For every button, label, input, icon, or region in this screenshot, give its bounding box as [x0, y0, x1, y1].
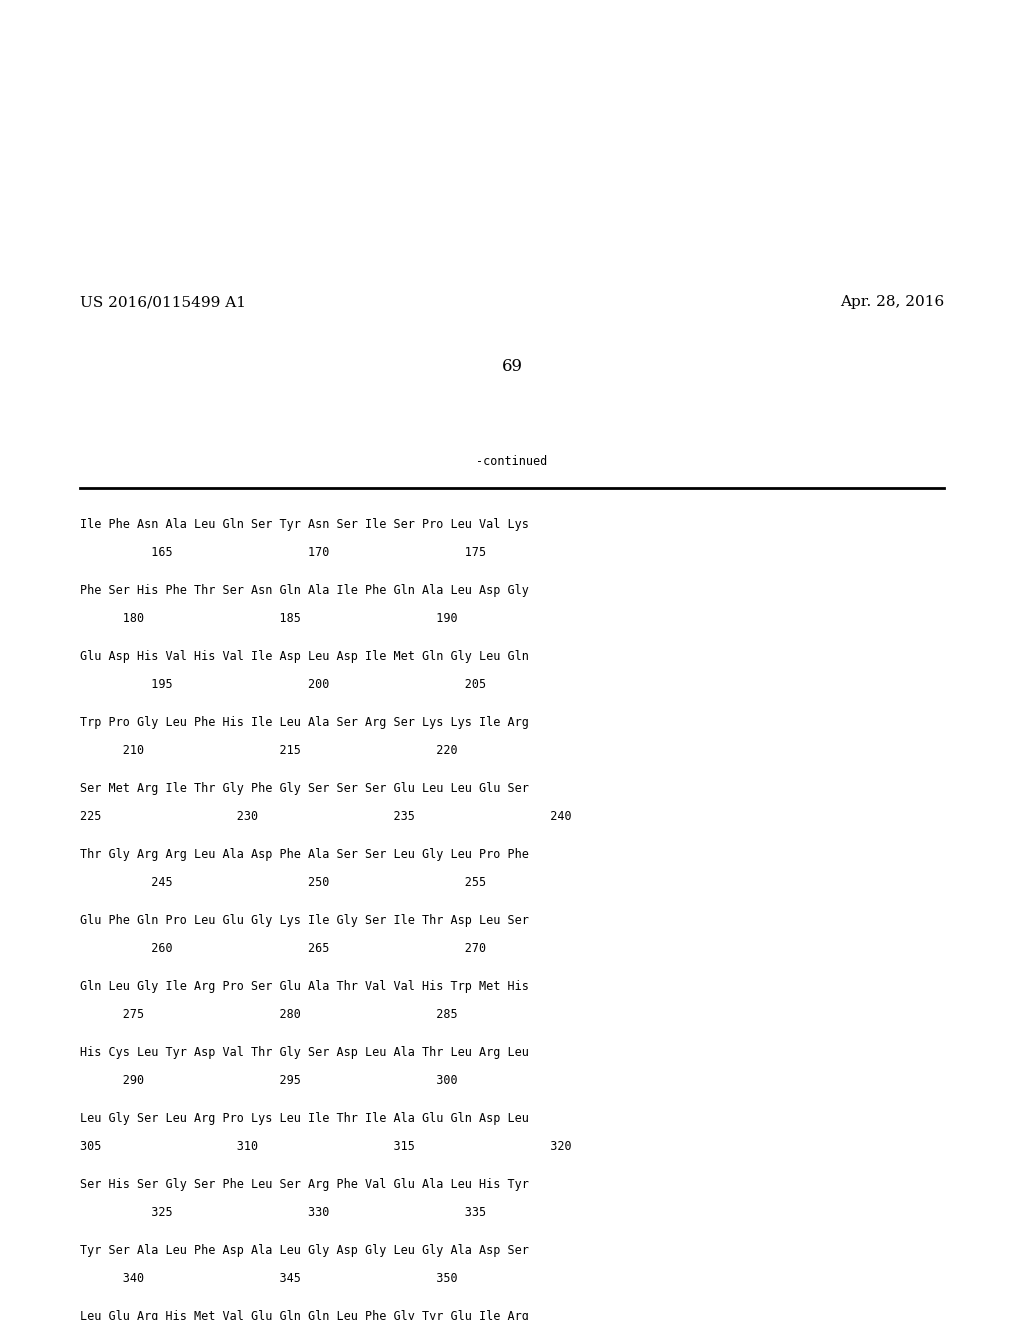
Text: 225                   230                   235                   240: 225 230 235 240 [80, 810, 571, 822]
Text: Leu Glu Arg His Met Val Glu Gln Gln Leu Phe Gly Tyr Glu Ile Arg: Leu Glu Arg His Met Val Glu Gln Gln Leu … [80, 1309, 528, 1320]
Text: 290                   295                   300: 290 295 300 [80, 1074, 458, 1086]
Text: -continued: -continued [476, 455, 548, 469]
Text: Glu Asp His Val His Val Ile Asp Leu Asp Ile Met Gln Gly Leu Gln: Glu Asp His Val His Val Ile Asp Leu Asp … [80, 649, 528, 663]
Text: Glu Phe Gln Pro Leu Glu Gly Lys Ile Gly Ser Ile Thr Asp Leu Ser: Glu Phe Gln Pro Leu Glu Gly Lys Ile Gly … [80, 913, 528, 927]
Text: 245                   250                   255: 245 250 255 [80, 876, 486, 888]
Text: Trp Pro Gly Leu Phe His Ile Leu Ala Ser Arg Ser Lys Lys Ile Arg: Trp Pro Gly Leu Phe His Ile Leu Ala Ser … [80, 715, 528, 729]
Text: 69: 69 [502, 358, 522, 375]
Text: 340                   345                   350: 340 345 350 [80, 1272, 458, 1284]
Text: Thr Gly Arg Arg Leu Ala Asp Phe Ala Ser Ser Leu Gly Leu Pro Phe: Thr Gly Arg Arg Leu Ala Asp Phe Ala Ser … [80, 847, 528, 861]
Text: Ser Met Arg Ile Thr Gly Phe Gly Ser Ser Ser Glu Leu Leu Glu Ser: Ser Met Arg Ile Thr Gly Phe Gly Ser Ser … [80, 781, 528, 795]
Text: 180                   185                   190: 180 185 190 [80, 612, 458, 624]
Text: 195                   200                   205: 195 200 205 [80, 678, 486, 690]
Text: Gln Leu Gly Ile Arg Pro Ser Glu Ala Thr Val Val His Trp Met His: Gln Leu Gly Ile Arg Pro Ser Glu Ala Thr … [80, 979, 528, 993]
Text: Apr. 28, 2016: Apr. 28, 2016 [840, 294, 944, 309]
Text: Tyr Ser Ala Leu Phe Asp Ala Leu Gly Asp Gly Leu Gly Ala Asp Ser: Tyr Ser Ala Leu Phe Asp Ala Leu Gly Asp … [80, 1243, 528, 1257]
Text: Phe Ser His Phe Thr Ser Asn Gln Ala Ile Phe Gln Ala Leu Asp Gly: Phe Ser His Phe Thr Ser Asn Gln Ala Ile … [80, 583, 528, 597]
Text: Ser His Ser Gly Ser Phe Leu Ser Arg Phe Val Glu Ala Leu His Tyr: Ser His Ser Gly Ser Phe Leu Ser Arg Phe … [80, 1177, 528, 1191]
Text: Leu Gly Ser Leu Arg Pro Lys Leu Ile Thr Ile Ala Glu Gln Asp Leu: Leu Gly Ser Leu Arg Pro Lys Leu Ile Thr … [80, 1111, 528, 1125]
Text: US 2016/0115499 A1: US 2016/0115499 A1 [80, 294, 246, 309]
Text: 260                   265                   270: 260 265 270 [80, 942, 486, 954]
Text: His Cys Leu Tyr Asp Val Thr Gly Ser Asp Leu Ala Thr Leu Arg Leu: His Cys Leu Tyr Asp Val Thr Gly Ser Asp … [80, 1045, 528, 1059]
Text: Ile Phe Asn Ala Leu Gln Ser Tyr Asn Ser Ile Ser Pro Leu Val Lys: Ile Phe Asn Ala Leu Gln Ser Tyr Asn Ser … [80, 517, 528, 531]
Text: 210                   215                   220: 210 215 220 [80, 744, 458, 756]
Text: 325                   330                   335: 325 330 335 [80, 1206, 486, 1218]
Text: 305                   310                   315                   320: 305 310 315 320 [80, 1140, 571, 1152]
Text: 165                   170                   175: 165 170 175 [80, 546, 486, 558]
Text: 275                   280                   285: 275 280 285 [80, 1008, 458, 1020]
